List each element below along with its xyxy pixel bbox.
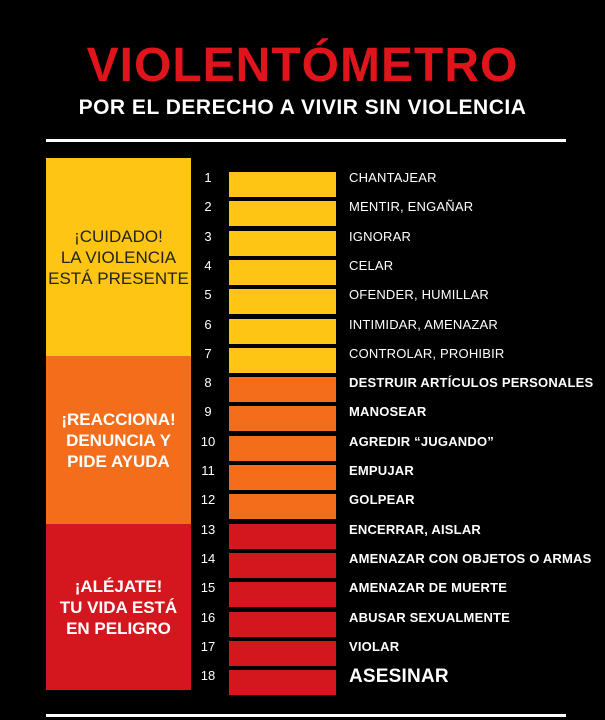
scale-row: 8 DESTRUIR ARTÍCULOS PERSONALES bbox=[0, 375, 605, 404]
scale-row: 7 CONTROLAR, PROHIBIR bbox=[0, 346, 605, 375]
scale-row: 11 EMPUJAR bbox=[0, 463, 605, 492]
level-number: 1 bbox=[204, 170, 212, 185]
zone-warning: ¡CUIDADO! LA VIOLENCIA ESTÁ PRESENTE bbox=[46, 158, 191, 356]
scale-row: 17 VIOLAR bbox=[0, 639, 605, 668]
level-number: 16 bbox=[200, 609, 216, 625]
scale-row: 5 OFENDER, HUMILLAR bbox=[0, 287, 605, 316]
level-number: 14 bbox=[200, 550, 216, 566]
top-divider bbox=[46, 139, 566, 142]
level-number: 2 bbox=[204, 199, 212, 215]
poster-subtitle: POR EL DERECHO A VIVIR SIN VIOLENCIA bbox=[78, 96, 527, 119]
zone-danger-text: ¡ALÉJATE! TU VIDA ESTÁ EN PELIGRO bbox=[59, 576, 178, 638]
level-label: ENCERRAR, AISLAR bbox=[349, 521, 482, 537]
scale-row: 18 ASESINAR bbox=[0, 666, 605, 697]
level-label: AMENAZAR CON OBJETOS O ARMAS bbox=[349, 550, 592, 566]
level-bar bbox=[229, 172, 336, 197]
level-number: 3 bbox=[204, 228, 212, 244]
scale-row: 6 INTIMIDAR, AMENAZAR bbox=[0, 317, 605, 346]
scale-row: 10 AGREDIR “JUGANDO” bbox=[0, 434, 605, 463]
poster-title: VIOLENTÓMETRO bbox=[86, 39, 519, 92]
level-label: ASESINAR bbox=[349, 666, 449, 688]
level-label: DESTRUIR ARTÍCULOS PERSONALES bbox=[349, 375, 594, 391]
level-label: GOLPEAR bbox=[349, 492, 415, 508]
level-label: IGNORAR bbox=[349, 228, 412, 244]
level-label: INTIMIDAR, AMENAZAR bbox=[349, 316, 498, 332]
level-bar bbox=[229, 465, 336, 490]
level-label: AGREDIR “JUGANDO” bbox=[349, 433, 494, 449]
level-bar bbox=[229, 611, 336, 637]
level-number: 13 bbox=[200, 521, 216, 537]
level-number: 17 bbox=[200, 638, 216, 654]
level-number: 15 bbox=[200, 580, 216, 596]
level-number: 10 bbox=[200, 433, 216, 449]
bottom-divider bbox=[46, 714, 566, 717]
scale-row: 13 ENCERRAR, AISLAR bbox=[0, 522, 605, 551]
zone-warning-text: ¡CUIDADO! LA VIOLENCIA ESTÁ PRESENTE bbox=[48, 226, 189, 288]
scale-row: 16 ABUSAR SEXUALMENTE bbox=[0, 610, 605, 639]
level-number: 11 bbox=[201, 463, 215, 478]
level-label: VIOLAR bbox=[349, 638, 400, 654]
level-label: EMPUJAR bbox=[349, 463, 414, 478]
level-number: 5 bbox=[204, 287, 212, 303]
zone-react-text: ¡REACCIONA! DENUNCIA Y PIDE AYUDA bbox=[61, 409, 176, 471]
level-number: 6 bbox=[204, 316, 212, 332]
scale-row: 3 IGNORAR bbox=[0, 229, 605, 258]
scale-row: 2 MENTIR, ENGAÑAR bbox=[0, 199, 605, 228]
level-label: MANOSEAR bbox=[349, 404, 427, 420]
level-number: 4 bbox=[204, 257, 212, 273]
scale-row: 4 CELAR bbox=[0, 258, 605, 287]
level-label: CHANTAJEAR bbox=[349, 170, 437, 185]
level-number: 8 bbox=[204, 375, 212, 391]
level-bar bbox=[229, 230, 336, 256]
scale-row: 14 AMENAZAR CON OBJETOS O ARMAS bbox=[0, 551, 605, 580]
level-label: ABUSAR SEXUALMENTE bbox=[349, 609, 511, 625]
level-bar bbox=[229, 259, 336, 285]
level-label: MENTIR, ENGAÑAR bbox=[349, 199, 474, 215]
scale-row: 9 MANOSEAR bbox=[0, 404, 605, 433]
scale-row: 15 AMENAZAR DE MUERTE bbox=[0, 580, 605, 609]
zone-danger: ¡ALÉJATE! TU VIDA ESTÁ EN PELIGRO bbox=[46, 524, 191, 690]
level-label: AMENAZAR DE MUERTE bbox=[349, 580, 508, 596]
level-bar bbox=[229, 347, 336, 373]
level-bar bbox=[229, 377, 336, 403]
level-label: CONTROLAR, PROHIBIR bbox=[349, 345, 505, 361]
level-bar bbox=[229, 552, 336, 578]
level-label: CELAR bbox=[349, 257, 394, 273]
zone-react: ¡REACCIONA! DENUNCIA Y PIDE AYUDA bbox=[46, 356, 191, 524]
level-bar bbox=[229, 670, 336, 696]
level-bar bbox=[229, 318, 336, 344]
level-bar bbox=[229, 582, 336, 608]
level-bar bbox=[229, 640, 336, 666]
scale-row: 12 GOLPEAR bbox=[0, 492, 605, 521]
level-number: 18 bbox=[200, 668, 216, 684]
scale-row: 1 CHANTAJEAR bbox=[0, 170, 605, 199]
level-bar bbox=[229, 289, 336, 315]
level-number: 12 bbox=[200, 492, 216, 508]
level-bar bbox=[229, 201, 336, 227]
level-bar bbox=[229, 494, 336, 520]
level-bar bbox=[229, 406, 336, 432]
level-bar bbox=[229, 435, 336, 461]
level-number: 7 bbox=[204, 345, 212, 361]
level-number: 9 bbox=[204, 404, 212, 420]
level-label: OFENDER, HUMILLAR bbox=[349, 287, 489, 303]
level-bar bbox=[229, 523, 336, 549]
